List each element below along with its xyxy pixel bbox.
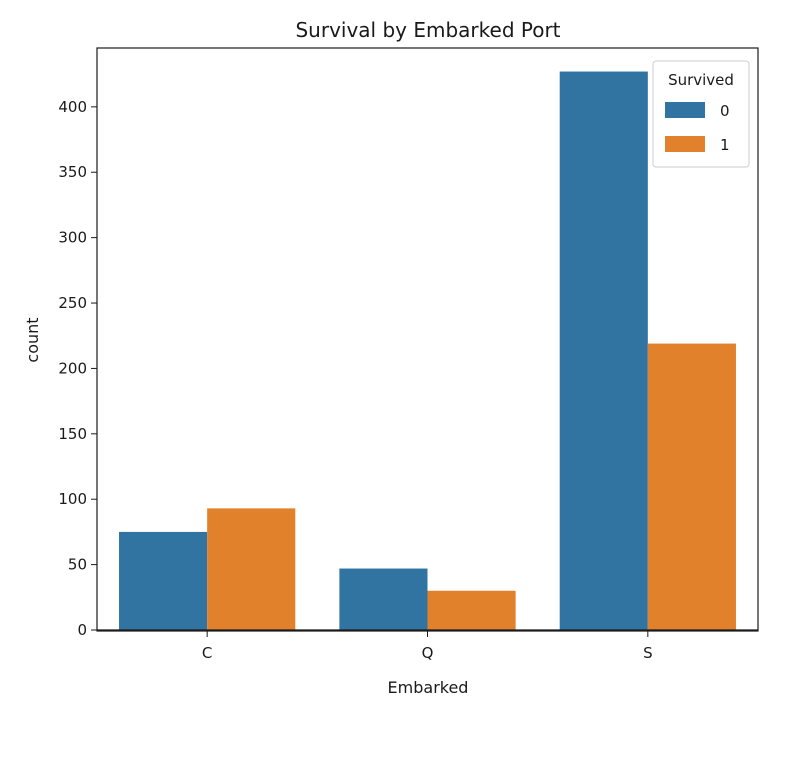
legend-label-1: 1 <box>720 136 730 154</box>
y-tick-label: 250 <box>58 294 87 312</box>
y-axis-label: count <box>23 317 42 362</box>
y-tick-label: 400 <box>58 98 87 116</box>
legend-entries: 01 <box>665 102 730 154</box>
legend: Survived 01 <box>652 60 750 168</box>
y-tick-label: 100 <box>58 490 87 508</box>
y-tick-label: 200 <box>58 359 87 377</box>
x-tick-label-q: Q <box>422 644 434 662</box>
bar-c-survived-1 <box>207 508 296 630</box>
chart-title: Survival by Embarked Port <box>295 18 560 42</box>
bars-layer <box>97 71 758 631</box>
x-tick-label-s: S <box>643 644 653 662</box>
y-tick-label: 300 <box>58 229 87 247</box>
y-tick-label: 0 <box>77 621 87 639</box>
legend-title: Survived <box>668 71 734 89</box>
y-tick-label: 50 <box>68 556 87 574</box>
y-tick-label: 350 <box>58 163 87 181</box>
bar-q-survived-1 <box>427 590 516 630</box>
legend-swatch-1 <box>665 136 705 152</box>
x-axis-label: Embarked <box>388 678 469 697</box>
legend-label-0: 0 <box>720 102 730 120</box>
x-tick-label-c: C <box>202 644 212 662</box>
bar-c-survived-0 <box>119 531 208 630</box>
y-tick-label: 150 <box>58 425 87 443</box>
bar-q-survived-0 <box>339 568 428 630</box>
legend-swatch-0 <box>665 102 705 118</box>
bar-s-survived-1 <box>647 343 736 630</box>
bar-s-survived-0 <box>559 71 648 631</box>
y-axis: 0 50 100 150 200 250 300 350 400 <box>58 98 97 639</box>
